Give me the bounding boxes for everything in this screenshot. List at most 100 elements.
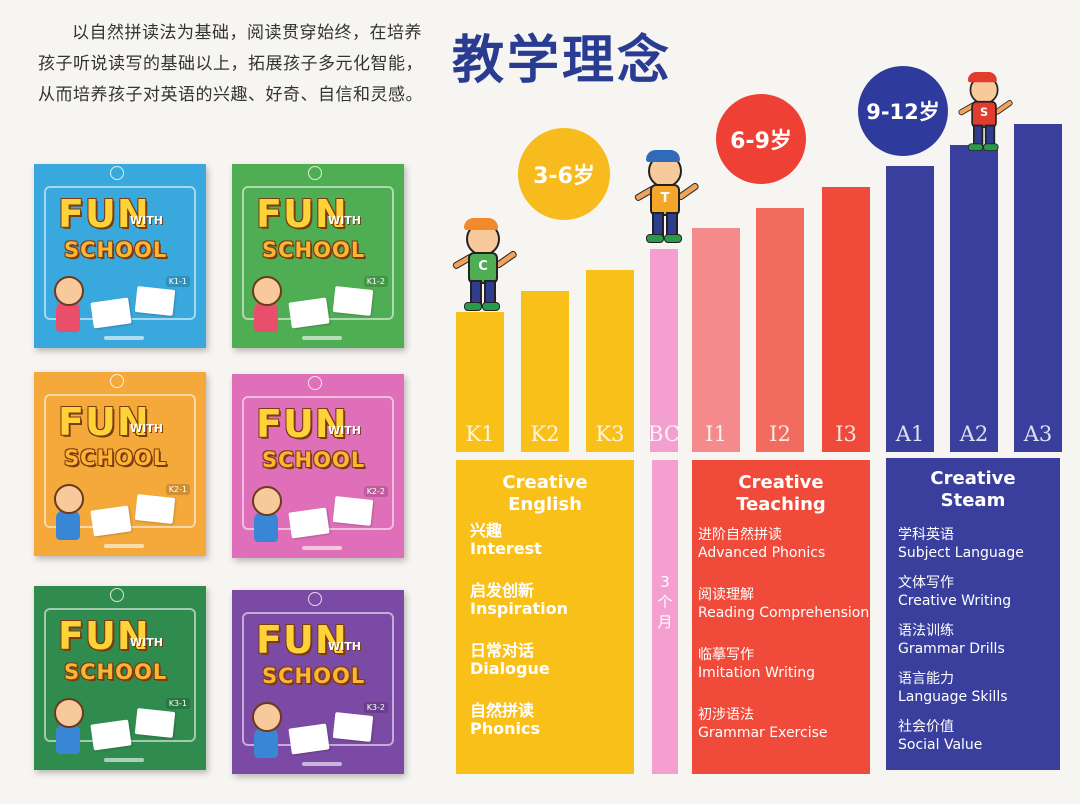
book-title-school: SCHOOL — [64, 446, 168, 470]
panel-item-zh: 初涉语法 — [698, 707, 754, 723]
publisher-mark — [104, 544, 144, 548]
flashcard-icon — [332, 712, 374, 742]
publisher-mark — [104, 758, 144, 762]
panel-item-zh: 学科英语 — [898, 527, 954, 543]
book-title-fun: FUN — [256, 192, 348, 236]
book-cover: FUN WITH SCHOOL K3-2 — [232, 590, 404, 774]
book-cover: FUN WITH SCHOOL K1-1 — [34, 164, 206, 348]
curriculum-panel: Creative English 兴趣 Interest 启发创新 Inspiration… — [456, 460, 634, 774]
child-illustration-body — [254, 512, 278, 542]
publisher-mark — [302, 762, 342, 766]
book-title-school: SCHOOL — [262, 448, 366, 472]
panel-item: 社会价值 Social Value — [898, 718, 982, 754]
publisher-mark — [302, 546, 342, 550]
panel-item: 文体写作 Creative Writing — [898, 574, 1011, 610]
panel-item-en: Reading Comprehension — [698, 605, 870, 621]
panel-item-zh: 进阶自然拼读 — [698, 527, 782, 543]
panel-item-en: Advanced Phonics — [698, 545, 826, 561]
flashcard-icon — [288, 507, 330, 539]
age-circle-6-9: 6-9岁 — [716, 94, 806, 184]
flashcard-icon — [134, 286, 176, 316]
book-level-badge: K2-1 — [165, 484, 190, 495]
flashcard-icon — [90, 719, 132, 751]
panel-item: 进阶自然拼读 Advanced Phonics — [698, 526, 825, 562]
panel-item: 阅读理解 Reading Comprehension — [698, 586, 869, 622]
level-bar-label: K1 — [465, 422, 495, 446]
panel-item-en: Interest — [470, 539, 542, 558]
panel-item-en: Inspiration — [470, 599, 569, 618]
panel-item-en: Imitation Writing — [698, 665, 815, 681]
level-bar-k3 — [586, 270, 634, 452]
panel-title: Creative Teaching — [736, 472, 826, 515]
child-illustration-body — [56, 510, 80, 540]
flashcard-icon — [288, 723, 330, 755]
flashcard-icon — [134, 708, 176, 738]
bc-strip — [652, 460, 678, 774]
level-bar-k2 — [521, 291, 569, 452]
book-cover: FUN WITH SCHOOL K3-1 — [34, 586, 206, 770]
publisher-logo-icon — [110, 166, 124, 180]
flashcard-icon — [332, 496, 374, 526]
level-bar-label: I1 — [705, 422, 727, 446]
flashcard-icon — [134, 494, 176, 524]
child-illustration-body — [56, 302, 80, 332]
book-level-badge: K3-2 — [363, 702, 388, 713]
flashcard-icon — [90, 505, 132, 537]
child-illustration-body — [254, 728, 278, 758]
child-illustration-icon — [54, 698, 84, 728]
book-level-badge: K1-1 — [165, 276, 190, 287]
panel-item-zh: 社会价值 — [898, 719, 954, 735]
cartoon-kid-icon: S — [956, 72, 1016, 154]
level-bar-label: K3 — [595, 422, 625, 446]
child-illustration-icon — [252, 276, 282, 306]
page-title: 教学理念 — [452, 31, 673, 91]
book-level-badge: K3-1 — [165, 698, 190, 709]
panel-item-en: Creative Writing — [898, 593, 1012, 609]
level-bar-i3 — [822, 186, 870, 452]
child-illustration-icon — [252, 486, 282, 516]
age-circle-3-6: 3-6岁 — [518, 128, 610, 220]
cartoon-kid-icon: T — [632, 150, 702, 246]
book-title-fun: FUN — [256, 402, 348, 446]
panel-item: 兴趣 Interest — [470, 522, 542, 558]
age-circle-9-12: 9-12岁 — [858, 66, 948, 156]
child-illustration-body — [254, 302, 278, 332]
panel-item-zh: 兴趣 — [470, 521, 503, 540]
child-illustration-icon — [54, 484, 84, 514]
publisher-mark — [104, 336, 144, 340]
book-title-school: SCHOOL — [64, 238, 168, 262]
flashcard-icon — [332, 286, 374, 316]
book-title-with: WITH — [130, 636, 163, 649]
book-title-fun: FUN — [256, 618, 348, 662]
cartoon-kid-icon: C — [450, 218, 520, 314]
book-title-fun: FUN — [58, 400, 150, 444]
panel-item-en: Subject Language — [898, 545, 1024, 561]
publisher-logo-icon — [110, 588, 124, 602]
panel-item-zh: 临摹写作 — [698, 647, 754, 663]
panel-item: 临摹写作 Imitation Writing — [698, 646, 815, 682]
panel-item: 语言能力 Language Skills — [898, 670, 1008, 706]
publisher-logo-icon — [308, 592, 322, 606]
book-cover: FUN WITH SCHOOL K2-2 — [232, 374, 404, 558]
panel-item-en: Grammar Exercise — [698, 725, 828, 741]
panel-item-zh: 日常对话 — [470, 641, 535, 660]
level-bar-label: K2 — [530, 422, 560, 446]
child-illustration-icon — [54, 276, 84, 306]
publisher-mark — [302, 336, 342, 340]
flashcard-icon — [288, 297, 330, 329]
panel-item-zh: 阅读理解 — [698, 587, 754, 603]
publisher-logo-icon — [110, 374, 124, 388]
level-bar-label: A3 — [1023, 422, 1053, 446]
level-bar-label: A1 — [895, 422, 925, 446]
level-bar-label: I2 — [769, 422, 791, 446]
panel-item: 初涉语法 Grammar Exercise — [698, 706, 828, 742]
panel-item: 日常对话 Dialogue — [470, 642, 550, 678]
book-level-badge: K1-2 — [363, 276, 388, 287]
curriculum-panel: Creative Steam 学科英语 Subject Language 文体写作 Cre… — [886, 458, 1060, 770]
level-bar-a2 — [950, 144, 998, 452]
panel-item-en: Dialogue — [470, 659, 550, 678]
panel-item: 语法训练 Grammar Drills — [898, 622, 1005, 658]
level-bar-bc — [650, 249, 678, 452]
